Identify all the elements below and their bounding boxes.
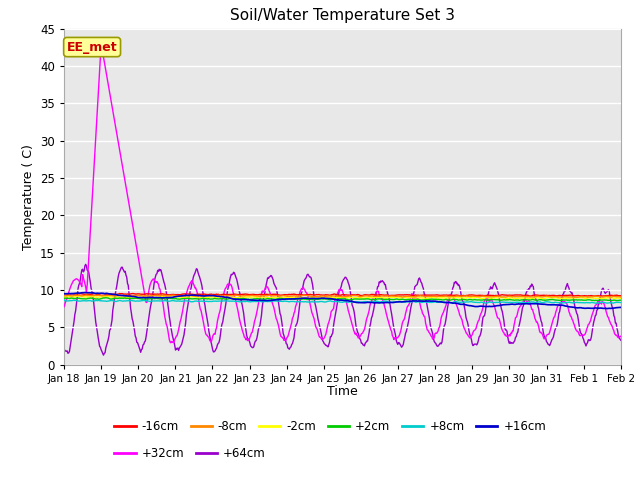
Title: Soil/Water Temperature Set 3: Soil/Water Temperature Set 3 <box>230 9 455 24</box>
Legend: +32cm, +64cm: +32cm, +64cm <box>115 447 266 460</box>
Text: EE_met: EE_met <box>67 41 117 54</box>
Y-axis label: Temperature ( C): Temperature ( C) <box>22 144 35 250</box>
X-axis label: Time: Time <box>327 385 358 398</box>
